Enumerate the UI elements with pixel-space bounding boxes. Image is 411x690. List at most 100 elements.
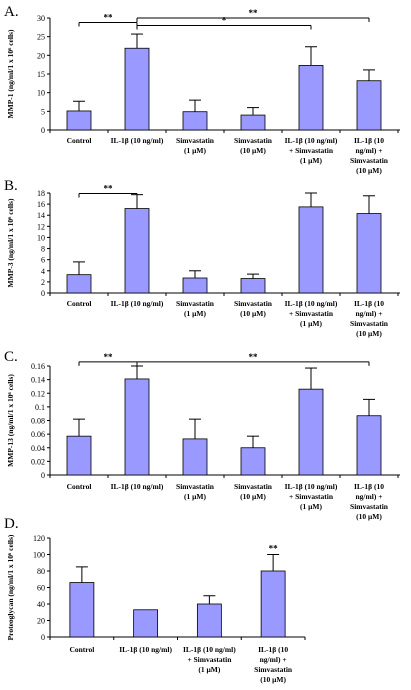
panel-label: A. [4, 4, 19, 20]
y-tick-label: 4 [41, 267, 45, 276]
significance-label: ** [104, 352, 114, 362]
category-label: Simvastatin [350, 502, 389, 511]
y-tick-label: 0.12 [31, 389, 45, 398]
bar [124, 47, 150, 131]
panel-label: C. [4, 349, 18, 365]
y-tick-label: 0 [41, 633, 45, 642]
y-axis-label: MMP-1 (ng/ml/1 x 10⁶ cells) [6, 29, 15, 118]
category-label: (10 μM) [356, 166, 382, 175]
y-tick-label: 16 [37, 200, 45, 209]
category-label: ng/ml) + [356, 146, 383, 155]
y-tick-label: 0 [41, 289, 45, 298]
bar [356, 213, 382, 294]
bar [298, 206, 324, 294]
category-label: IL-1β (10 ng/ml) [111, 482, 164, 491]
category-label: IL-1β (10 ng/ml) [285, 136, 338, 145]
category-label: + Simvastatin [187, 655, 232, 664]
y-tick-label: 100 [33, 551, 45, 560]
category-label: Simvastatin [350, 156, 389, 165]
y-axis-label: Proteoglycan (ng/ml/1 x 10⁶ cells) [6, 534, 15, 640]
category-label: (1 μM) [198, 665, 220, 674]
category-label: Control [67, 482, 92, 491]
y-tick-label: 12 [37, 222, 45, 231]
bar [260, 570, 286, 638]
bar [69, 582, 95, 638]
chart-panel-a: A. 0 5 10 15 20 25 30 MMP-1 (ng/ml/1 x 10⁶ cells… [4, 4, 400, 175]
y-axis-label: MMP-13 (ng/ml/1 x 10⁶ cells) [6, 374, 15, 467]
bar [240, 447, 266, 476]
category-label: IL-1β (10 [354, 136, 384, 145]
significance-label: ** [249, 352, 259, 362]
category-label: IL-1β (10 [258, 645, 288, 654]
significance-label: ** [249, 8, 259, 18]
y-tick-label: 5 [41, 107, 45, 116]
significance-label: ** [104, 184, 114, 194]
category-label: + Simvastatin [289, 492, 334, 501]
bar [356, 415, 382, 476]
bar [298, 65, 324, 131]
y-tick-label: 60 [37, 584, 45, 593]
category-label: ng/ml) + [356, 492, 383, 501]
bar [240, 114, 266, 131]
significance-label: ** [104, 12, 114, 22]
category-label: (10 μM) [240, 309, 266, 318]
category-label: Simvastatin [234, 136, 273, 145]
bar [133, 609, 159, 638]
category-label: (1 μM) [184, 309, 206, 318]
category-label: IL-1β (10 ng/ml) [119, 645, 172, 654]
bar [182, 111, 208, 131]
chart-panel-d: D. 0 20 40 60 80 100 120 Proteoglycan (ng/ml/1 x… [4, 516, 306, 684]
y-tick-label: 120 [33, 534, 45, 543]
bar [182, 438, 208, 476]
y-tick-label: 0.16 [31, 362, 45, 371]
y-tick-label: 0.1 [35, 403, 45, 412]
category-label: (10 μM) [260, 675, 286, 684]
category-label: IL-1β (10 [354, 482, 384, 491]
y-tick-label: 40 [37, 600, 45, 609]
category-label: Control [69, 645, 94, 654]
y-tick-label: 25 [37, 33, 45, 42]
category-label: ng/ml) + [260, 655, 287, 664]
bar [182, 277, 208, 294]
category-label: Simvastatin [234, 482, 273, 491]
y-axis-label: MMP-3 (ng/ml/1 x 10⁶ cells) [6, 198, 15, 287]
category-label: (1 μM) [300, 502, 322, 511]
y-tick-label: 0.02 [31, 457, 45, 466]
y-tick-label: 6 [41, 256, 45, 265]
category-label: (10 μM) [356, 329, 382, 338]
category-label: Control [67, 299, 92, 308]
y-tick-label: 0 [41, 471, 45, 480]
bar [66, 110, 92, 131]
category-label: (10 μM) [356, 512, 382, 521]
category-label: Simvastatin [176, 299, 215, 308]
category-label: (1 μM) [300, 156, 322, 165]
y-tick-label: 10 [37, 233, 45, 242]
y-tick-label: 0.14 [31, 376, 45, 385]
category-label: (1 μM) [300, 319, 322, 328]
y-tick-label: 30 [37, 14, 45, 23]
bar [124, 208, 150, 294]
y-tick-label: 8 [41, 245, 45, 254]
y-tick-label: 20 [37, 617, 45, 626]
category-label: (10 μM) [240, 492, 266, 501]
bar [124, 378, 150, 476]
y-tick-label: 80 [37, 567, 45, 576]
y-tick-label: 10 [37, 89, 45, 98]
chart-panel-b: B. 0 2 4 6 8 10 12 14 16 18 MMP-3 (ng/ml/1 x 10⁶ ce… [4, 178, 400, 338]
category-label: Simvastatin [176, 482, 215, 491]
bar [66, 435, 92, 476]
category-label: Simvastatin [234, 299, 273, 308]
category-label: ng/ml) + [356, 309, 383, 318]
category-label: Simvastatin [350, 319, 389, 328]
category-label: IL-1β (10 ng/ml) [111, 136, 164, 145]
category-label: Control [67, 136, 92, 145]
panel-label: B. [4, 178, 18, 194]
category-label: (1 μM) [184, 492, 206, 501]
category-label: + Simvastatin [289, 309, 334, 318]
bar [196, 603, 222, 638]
y-tick-label: 0.06 [31, 430, 45, 439]
significance-label: ** [269, 544, 279, 554]
category-label: + Simvastatin [289, 146, 334, 155]
y-tick-label: 0.08 [31, 417, 45, 426]
